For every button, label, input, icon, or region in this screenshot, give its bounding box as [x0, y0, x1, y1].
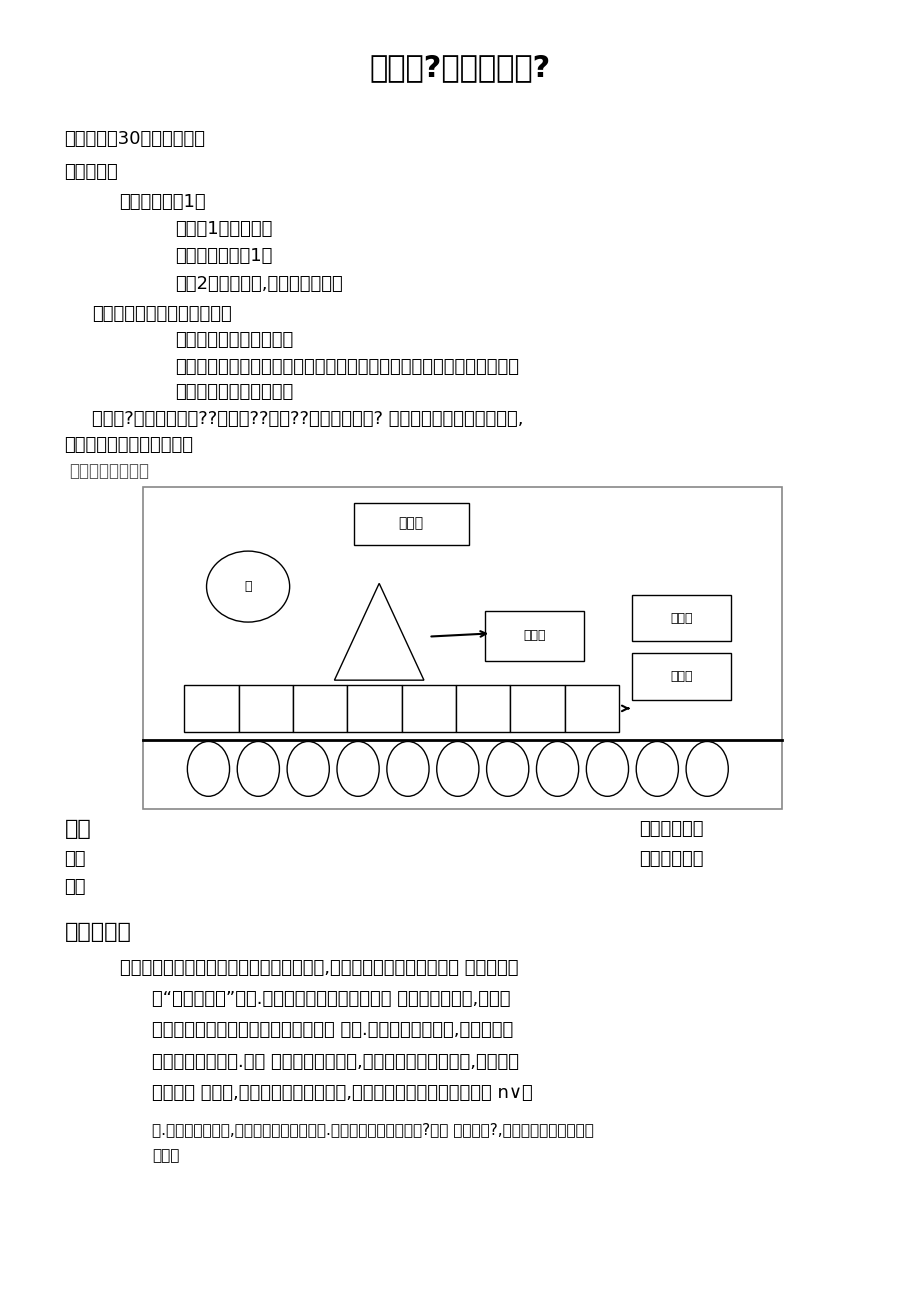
Bar — [510, 686, 564, 731]
Text: 一：开场白: 一：开场白 — [64, 921, 131, 942]
Text: 今对孩子一生进行传统文化教育的开篇 之笔.教育要从娃娃抓起,启蒙教育是: 今对孩子一生进行传统文化教育的开篇 之笔.教育要从娃娃抓起,启蒙教育是 — [152, 1021, 513, 1039]
Ellipse shape — [386, 742, 428, 796]
Text: 蒲团『每个小朗友一个』、椅子『家长坐』开蒙用具：明智鼓、朱砂、毛: 蒲团『每个小朗友一个』、椅子『家长坐』开蒙用具：明智鼓、朱砂、毛 — [175, 358, 518, 376]
Text: 教师2名『拿画轴,协助维持秩序』: 教师2名『拿画轴,协助维持秩序』 — [175, 275, 342, 293]
Text: 人员：主持人1名: 人员：主持人1名 — [119, 193, 206, 211]
Ellipse shape — [686, 742, 728, 796]
Text: 幼儿区: 幼儿区 — [669, 611, 692, 624]
Ellipse shape — [237, 742, 279, 796]
Bar — [184, 686, 238, 731]
Bar — [346, 686, 401, 731]
Text: 孔子像: 孔子像 — [398, 516, 424, 531]
Ellipse shape — [536, 742, 578, 796]
Text: 家长区: 家长区 — [669, 670, 692, 683]
Text: 来的: 来的 — [64, 850, 85, 868]
Text: 活动: 活动 — [64, 818, 91, 839]
Bar — [456, 686, 510, 731]
Text: 如厕，然后到: 如厕，然后到 — [639, 850, 703, 868]
Text: 加“宝贝开蒙礼”活动.开蒙礼既是中国传统的礼仪 习俗、礼仪文化,又是当: 加“宝贝开蒙礼”活动.开蒙礼既是中国传统的礼仪 习俗、礼仪文化,又是当 — [152, 990, 510, 1008]
Bar — [564, 686, 618, 731]
Text: 活动准备：: 活动准备： — [64, 163, 118, 181]
Text: 馆服『每个小朗友一套』: 馆服『每个小朗友一套』 — [175, 330, 293, 349]
Text: 主持人: 主持人 — [522, 630, 545, 643]
Text: 活动: 活动 — [64, 878, 85, 896]
Text: 笔、长画卷、话筒、音响: 笔、长画卷、话筒、音响 — [175, 382, 293, 401]
Ellipse shape — [287, 742, 329, 796]
Ellipse shape — [206, 552, 289, 622]
Ellipse shape — [636, 742, 677, 796]
Ellipse shape — [336, 742, 379, 796]
Ellipse shape — [437, 742, 479, 796]
Bar — [401, 686, 456, 731]
Text: 活动时长：30分钟『左右』: 活动时长：30分钟『左右』 — [64, 130, 205, 148]
Bar — [142, 487, 781, 809]
Text: 主持人：尊敬的各位家长、亲爱的小朗友们,大家上午好！欢送大家来到 林童学馆参: 主持人：尊敬的各位家长、亲爱的小朗友们,大家上午好！欢送大家来到 林童学馆参 — [119, 959, 517, 977]
Text: 活动一?宝贝开蒙礼?: 活动一?宝贝开蒙礼? — [369, 53, 550, 82]
Bar — [292, 686, 346, 731]
Text: 鼓: 鼓 — [244, 580, 252, 593]
Bar — [238, 686, 292, 731]
Text: 主、配班教师兴1名: 主、配班教师兴1名 — [175, 247, 272, 265]
Text: 开蒙师1名『馆长』: 开蒙师1名『馆长』 — [175, 220, 272, 238]
Text: 用.『等各就各位后,先组织大家安静后再讲.同时开始播放背景音乐?开芙 背景音乐?,也作为整场活动的背景: 用.『等各就各位后,先组织大家安静后再讲.同时开始播放背景音乐?开芙 背景音乐?… — [152, 1121, 593, 1137]
Text: 道具：孔子像『挂图或投影』: 道具：孔子像『挂图或投影』 — [92, 304, 232, 323]
Text: 音乐：?开蒙背景音乐??读唐诗??春晓??拜孔背景音乐? 场地布置：大厅为活动场地,: 音乐：?开蒙背景音乐??读唐诗??春晓??拜孔背景音乐? 场地布置：大厅为活动场… — [92, 410, 523, 428]
Ellipse shape — [486, 742, 528, 796]
Text: 活动场地示意图：: 活动场地示意图： — [69, 462, 149, 480]
Text: 音乐』: 音乐』 — [152, 1147, 179, 1163]
Bar — [353, 502, 468, 545]
Bar — [631, 595, 730, 641]
Polygon shape — [335, 583, 424, 680]
Text: 人生教育的第一步.生动 而庄严的开蒙仪式,让孩子从小就熟悉孔子,感知祖国: 人生教育的第一步.生动 而庄严的开蒙仪式,让孩子从小就熟悉孔子,感知祖国 — [152, 1053, 518, 1071]
Ellipse shape — [585, 742, 628, 796]
Text: 主班老师组织: 主班老师组织 — [639, 820, 703, 838]
Bar — [631, 653, 730, 700]
Bar — [484, 610, 584, 661]
Text: 用一间教室作为休息准备区: 用一间教室作为休息准备区 — [64, 436, 193, 454]
Ellipse shape — [187, 742, 230, 796]
Text: 优秀的传 统文化,这是德育教育的第一课,将对孩子的成长起到潜移默化 n∨作: 优秀的传 统文化,这是德育教育的第一课,将对孩子的成长起到潜移默化 n∨作 — [152, 1084, 532, 1102]
